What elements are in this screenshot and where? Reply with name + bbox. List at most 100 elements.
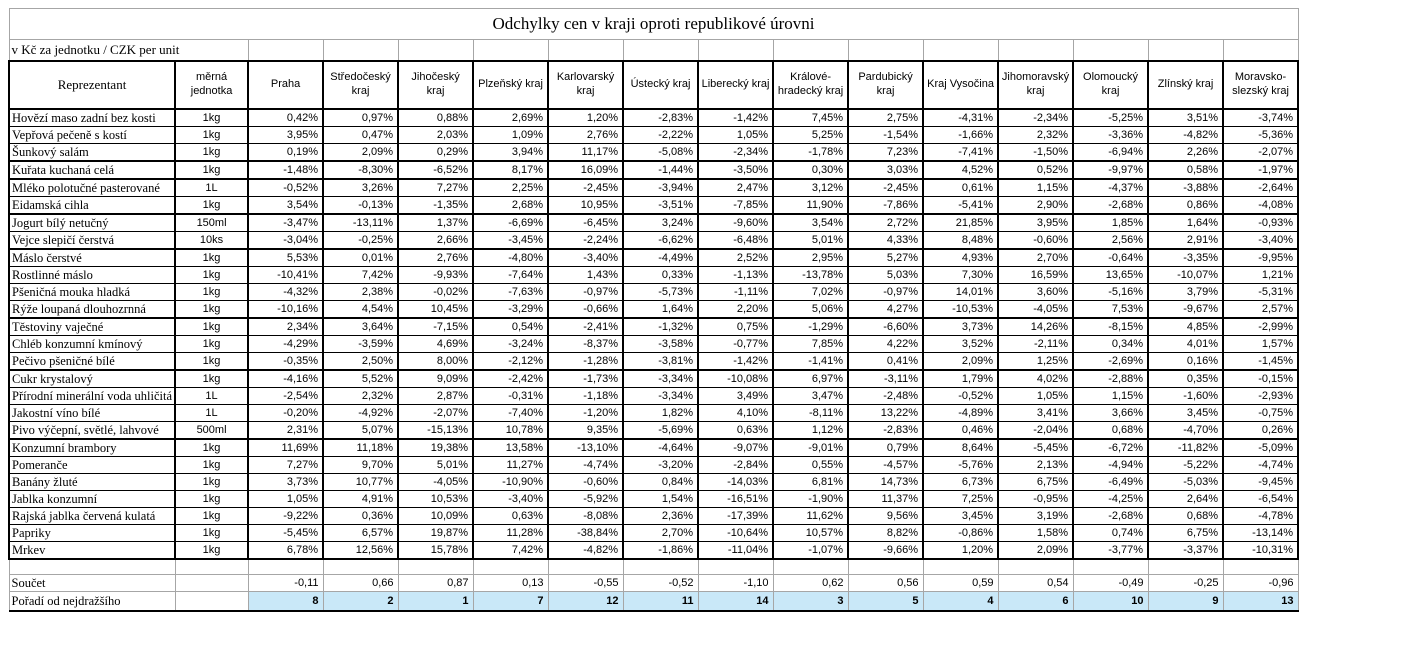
value-cell: 14,73% <box>847 473 925 491</box>
value-cell: 11,18% <box>322 438 400 457</box>
value-cell: 2,52% <box>697 248 775 267</box>
value-cell: 5,25% <box>772 126 850 144</box>
value-cell: -11,82% <box>1147 438 1225 457</box>
product-row: Hovězí maso zadní bez kosti 1kg 0,42% 0,97%… <box>7 108 1300 127</box>
value-cell: 6,75% <box>1147 524 1225 542</box>
region-column-header: Olomoucký kraj <box>1072 60 1150 110</box>
value-cell: -6,60% <box>847 317 925 336</box>
value-cell: 13,65% <box>1072 266 1150 284</box>
value-cell: -1,90% <box>772 490 850 508</box>
value-cell: -5,45% <box>247 524 325 542</box>
value-cell: 1,43% <box>547 266 625 284</box>
value-cell: 3,41% <box>997 404 1075 422</box>
value-cell: 2,32% <box>322 387 400 405</box>
value-cell: 4,85% <box>1147 317 1225 336</box>
value-cell: 3,54% <box>772 213 850 232</box>
unit-cell: 1kg <box>174 541 250 560</box>
value-cell: -4,64% <box>622 438 700 457</box>
value-cell: -4,49% <box>622 248 700 267</box>
value-cell: -0,97% <box>847 283 925 301</box>
rank-value-cell: 2 <box>322 591 399 612</box>
value-cell: 7,85% <box>772 335 850 353</box>
value-cell: 2,66% <box>397 231 475 250</box>
unit-cell: 1kg <box>174 335 250 353</box>
value-cell: -9,97% <box>1072 160 1150 180</box>
value-cell: 7,23% <box>847 143 925 162</box>
value-cell: 1,82% <box>622 404 700 422</box>
unit-cell: 1kg <box>174 438 250 457</box>
value-cell: 2,75% <box>847 108 925 127</box>
value-cell: 2,57% <box>1222 300 1300 319</box>
value-cell: 10,95% <box>547 196 625 215</box>
value-cell: 7,42% <box>472 541 550 560</box>
sum-value-cell: -0,52 <box>622 574 699 592</box>
unit-cell: 1kg <box>174 248 250 267</box>
product-name-cell: Mléko polotučné pasterované <box>7 178 177 197</box>
product-name-cell: Jogurt bílý netučný <box>7 213 177 232</box>
value-cell: 2,09% <box>922 352 1000 371</box>
blank-cell <box>8 559 176 575</box>
value-cell: 7,27% <box>397 178 475 197</box>
rank-value-cell: 10 <box>1072 591 1149 612</box>
value-cell: 21,85% <box>922 213 1000 232</box>
value-cell: -0,15% <box>1222 369 1300 388</box>
rank-value-cell: 4 <box>922 591 999 612</box>
blank-cell <box>322 559 399 575</box>
value-cell: -8,08% <box>547 507 625 525</box>
value-cell: 0,42% <box>247 108 325 127</box>
value-cell: 8,17% <box>472 160 550 180</box>
blank-cell <box>847 39 924 62</box>
sum-value-cell: 0,59 <box>922 574 999 592</box>
product-row: Papriky 1kg -5,45% 6,57% 19,87% 11,28% -38,84%… <box>7 524 1300 542</box>
product-name-cell: Těstoviny vaječné <box>7 317 177 336</box>
unit-column-header: měrná jednotka <box>174 60 250 110</box>
value-cell: -0,86% <box>922 524 1000 542</box>
blank-cell <box>472 39 549 62</box>
value-cell: 4,10% <box>697 404 775 422</box>
value-cell: 5,53% <box>247 248 325 267</box>
value-cell: -6,54% <box>1222 490 1300 508</box>
value-cell: 6,78% <box>247 541 325 560</box>
blank-cell <box>697 559 774 575</box>
value-cell: 0,41% <box>847 352 925 371</box>
value-cell: -13,14% <box>1222 524 1300 542</box>
value-cell: 5,01% <box>397 456 475 474</box>
blank-cell <box>247 39 324 62</box>
value-cell: 3,03% <box>847 160 925 180</box>
value-cell: 4,01% <box>1147 335 1225 353</box>
product-name-cell: Eidamská cihla <box>7 196 177 215</box>
value-cell: 14,01% <box>922 283 1000 301</box>
blank-cell <box>772 39 849 62</box>
product-row: Těstoviny vaječné 1kg 2,34% 3,64% -7,15% 0,54… <box>7 317 1300 336</box>
value-cell: -10,90% <box>472 473 550 491</box>
unit-cell: 1L <box>174 178 250 197</box>
rank-value-cell: 1 <box>397 591 474 612</box>
value-cell: 10,45% <box>397 300 475 319</box>
value-cell: 4,69% <box>397 335 475 353</box>
value-cell: -13,11% <box>322 213 400 232</box>
region-column-header: Pardubický kraj <box>847 60 925 110</box>
value-cell: -6,49% <box>1072 473 1150 491</box>
blank-cell <box>622 39 699 62</box>
value-cell: 0,84% <box>622 473 700 491</box>
value-cell: 4,91% <box>322 490 400 508</box>
value-cell: -0,66% <box>547 300 625 319</box>
unit-cell: 1kg <box>174 126 250 144</box>
region-column-header: Praha <box>247 60 325 110</box>
value-cell: -0,77% <box>697 335 775 353</box>
value-cell: 2,76% <box>397 248 475 267</box>
value-cell: -1,42% <box>697 352 775 371</box>
value-cell: 3,95% <box>997 213 1075 232</box>
value-cell: -6,52% <box>397 160 475 180</box>
value-cell: 3,52% <box>922 335 1000 353</box>
value-cell: 3,45% <box>1147 404 1225 422</box>
value-cell: 7,45% <box>772 108 850 127</box>
value-cell: 1,64% <box>1147 213 1225 232</box>
product-name-cell: Kuřata kuchaná celá <box>7 160 177 180</box>
value-cell: -4,89% <box>922 404 1000 422</box>
value-cell: 3,60% <box>997 283 1075 301</box>
value-cell: -6,62% <box>622 231 700 250</box>
value-cell: 0,55% <box>772 456 850 474</box>
value-cell: 2,09% <box>322 143 400 162</box>
unit-cell: 1kg <box>174 317 250 336</box>
